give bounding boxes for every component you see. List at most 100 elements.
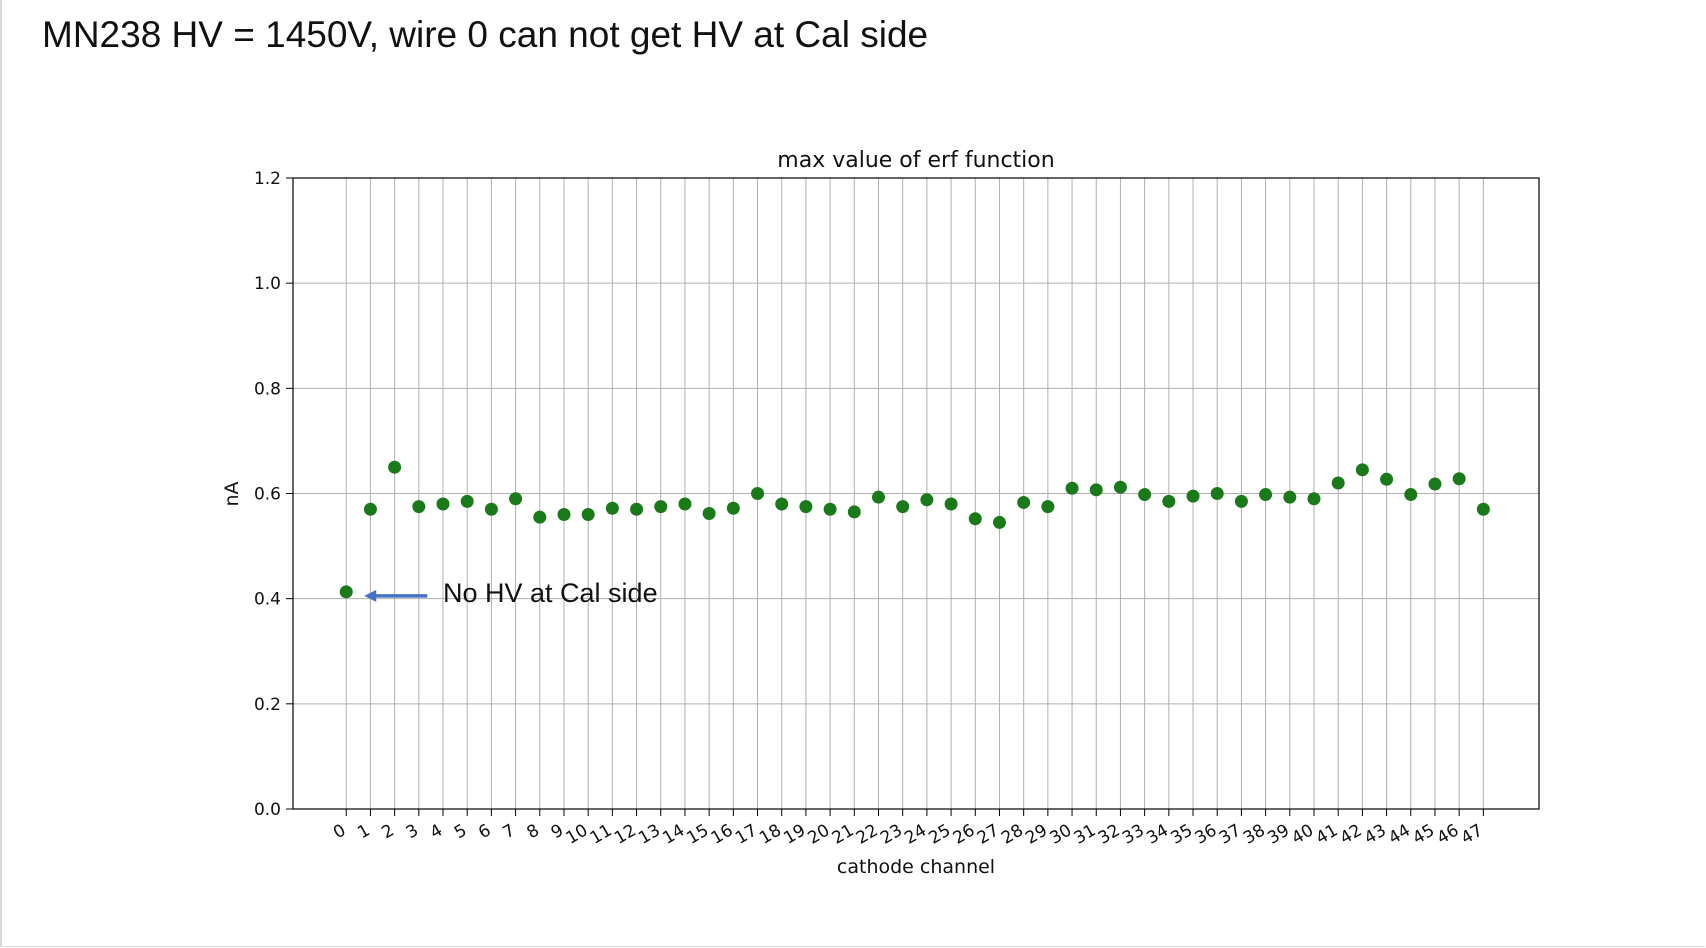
data-point: [944, 497, 958, 511]
data-point: [1138, 488, 1152, 502]
data-point: [1113, 480, 1127, 494]
data-point: [1089, 483, 1103, 497]
data-point: [654, 500, 668, 514]
x-tick-label: 25: [926, 821, 955, 849]
y-tick-label: 0.4: [254, 590, 281, 610]
data-point: [751, 487, 765, 500]
data-point: [363, 502, 377, 516]
y-tick-label: 0.8: [254, 379, 281, 399]
data-point: [1210, 487, 1224, 500]
grid-lines: [293, 177, 1539, 810]
data-point: [1428, 477, 1442, 491]
x-tick-label: 20: [805, 821, 834, 849]
data-point: [1162, 494, 1176, 508]
x-tick-label: 46: [1434, 821, 1463, 849]
data-point: [1283, 490, 1297, 504]
x-tick-label: 8: [524, 821, 543, 844]
data-point: [533, 510, 547, 524]
data-point: [1065, 481, 1079, 495]
x-tick-label: 6: [475, 821, 494, 844]
x-tick-label: 27: [974, 821, 1003, 849]
x-tick-label: 37: [1216, 821, 1245, 849]
y-axis-ticks: 0.0 0.2 0.4 0.6 0.8 1.0 1.2: [254, 169, 293, 820]
y-tick-label: 1.0: [254, 274, 281, 294]
y-tick-label: 0.6: [254, 485, 281, 505]
x-tick-label: 7: [499, 821, 518, 844]
x-tick-label: 33: [1119, 821, 1148, 849]
x-tick-label: 14: [659, 821, 688, 849]
x-tick-label: 23: [877, 821, 906, 849]
x-tick-label: 0: [330, 821, 349, 844]
x-tick-label: 13: [635, 821, 664, 849]
x-tick-label: 32: [1095, 821, 1124, 849]
x-tick-label: 2: [378, 821, 397, 844]
x-tick-label: 31: [1071, 821, 1100, 849]
x-tick-label: 41: [1313, 821, 1342, 849]
x-tick-label: 18: [756, 821, 785, 849]
data-point: [388, 460, 402, 474]
x-tick-label: 1: [354, 821, 373, 844]
x-tick-label: 10: [563, 821, 592, 849]
data-point: [1041, 500, 1055, 514]
x-tick-label: 16: [708, 821, 737, 849]
x-tick-label: 40: [1288, 821, 1317, 849]
data-point: [1307, 492, 1321, 506]
annotation-arrow: [364, 589, 428, 602]
x-tick-label: 38: [1240, 821, 1269, 849]
data-point: [484, 502, 498, 516]
data-point: [630, 502, 644, 516]
data-point: [339, 585, 353, 599]
x-tick-label: 42: [1337, 821, 1366, 849]
slide-title: MN238 HV = 1450V, wire 0 can not get HV …: [42, 14, 929, 55]
x-tick-label: 21: [829, 821, 858, 849]
annotation-text: No HV at Cal side: [443, 578, 658, 608]
data-point: [1234, 494, 1248, 508]
x-tick-label: 34: [1143, 821, 1172, 849]
x-tick-label: 24: [901, 821, 930, 849]
chart-title: max value of erf function: [777, 148, 1054, 173]
data-point: [1404, 488, 1418, 502]
annotation-arrow-head: [364, 589, 377, 602]
data-point: [412, 500, 426, 514]
x-tick-label: 35: [1167, 821, 1196, 849]
x-tick-label: 5: [451, 821, 470, 844]
y-tick-label: 1.2: [254, 169, 281, 189]
x-tick-label: 43: [1361, 821, 1390, 849]
x-tick-label: 26: [950, 821, 979, 849]
data-point: [1476, 502, 1490, 516]
x-tick-label: 22: [853, 821, 882, 849]
data-point: [509, 492, 523, 506]
x-tick-label: 39: [1264, 821, 1293, 849]
x-tick-label: 15: [684, 821, 713, 849]
x-tick-label: 17: [732, 821, 761, 849]
x-tick-label: 3: [403, 821, 422, 844]
x-tick-label: 4: [427, 821, 446, 844]
data-point: [1452, 472, 1466, 486]
data-point: [678, 497, 692, 511]
data-point: [557, 508, 571, 522]
data-point: [1331, 476, 1345, 490]
x-axis-label: cathode channel: [837, 856, 995, 878]
x-tick-label: 44: [1385, 821, 1414, 849]
x-tick-label: 12: [611, 821, 640, 849]
x-tick-label: 11: [587, 821, 616, 849]
data-point: [1186, 489, 1200, 503]
data-point: [581, 508, 595, 522]
data-point: [1017, 495, 1031, 509]
data-point: [702, 506, 716, 520]
x-tick-label: 19: [780, 821, 809, 849]
data-point: [436, 497, 450, 511]
x-tick-label: 28: [998, 821, 1027, 849]
data-point: [847, 505, 861, 519]
data-point: [799, 500, 813, 514]
data-point: [920, 493, 934, 507]
data-point: [968, 512, 982, 526]
x-tick-label: 36: [1192, 821, 1221, 849]
data-point: [896, 500, 910, 514]
y-tick-label: 0.0: [254, 800, 281, 820]
x-tick-label: 47: [1458, 821, 1487, 849]
x-tick-label: 30: [1046, 821, 1075, 849]
data-point: [1380, 472, 1394, 486]
data-points: [339, 460, 1490, 599]
